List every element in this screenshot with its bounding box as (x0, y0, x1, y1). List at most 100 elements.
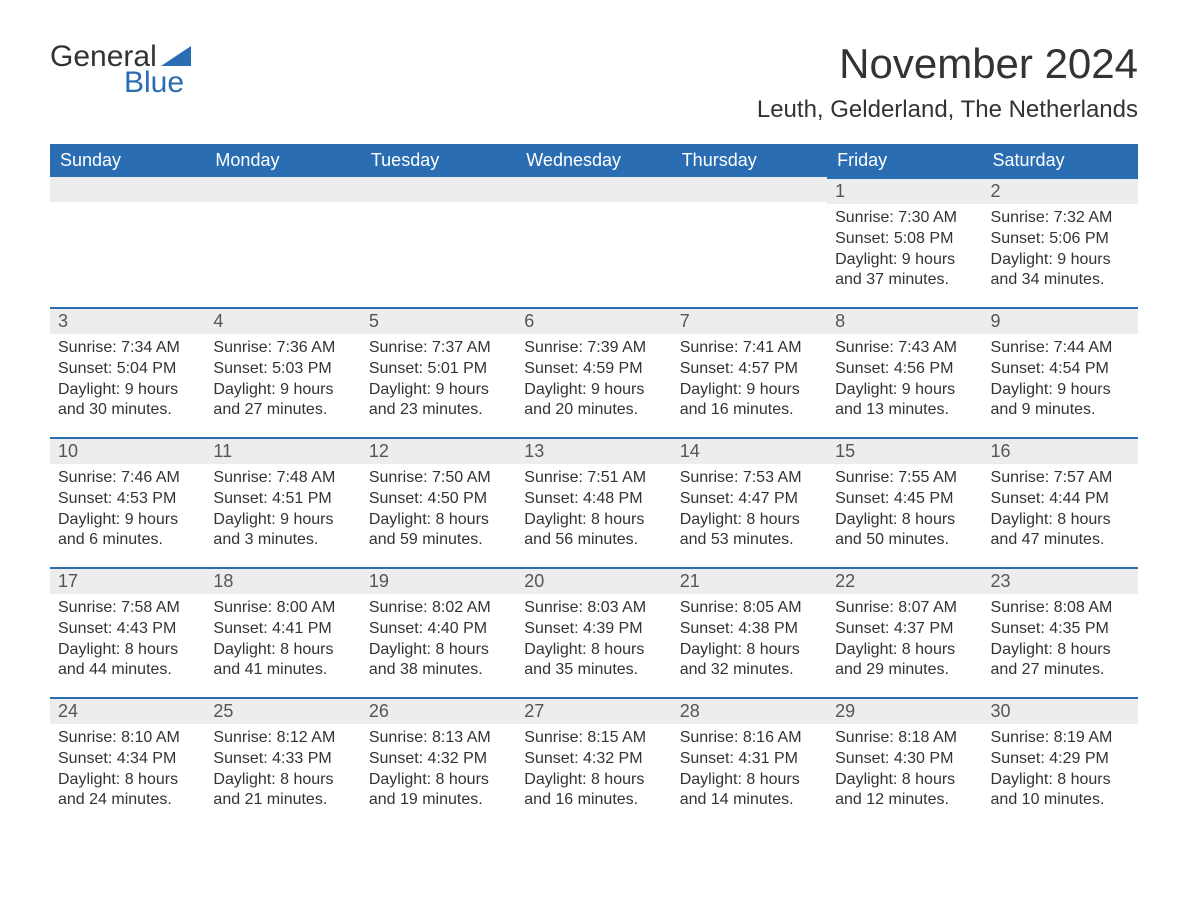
sunrise-label: Sunrise: (680, 729, 743, 746)
sunset-label: Sunset: (213, 750, 272, 767)
daylight-line1: Daylight: 9 hours (213, 380, 352, 401)
daylight-line1: Daylight: 8 hours (524, 640, 663, 661)
sunset-label: Sunset: (213, 490, 272, 507)
day-number: 7 (672, 307, 827, 334)
sunrise-label: Sunrise: (524, 729, 587, 746)
daylight-line2: and 34 minutes. (991, 270, 1130, 291)
calendar-week-row: 24 Sunrise: 8:10 AMSunset: 4:34 PM Dayligh… (50, 697, 1138, 827)
calendar-empty-cell (516, 177, 671, 307)
sunset-value: 4:57 PM (738, 360, 798, 377)
sunrise-label: Sunrise: (991, 209, 1054, 226)
daylight-line2: and 10 minutes. (991, 790, 1130, 811)
daylight-line1: Daylight: 8 hours (213, 770, 352, 791)
day-number: 27 (516, 697, 671, 724)
sunset-line: Sunset: 4:43 PM (58, 619, 197, 640)
daylight-line1: Daylight: 9 hours (213, 510, 352, 531)
sunrise-line: Sunrise: 8:18 AM (835, 728, 974, 749)
sunset-value: 5:01 PM (428, 360, 488, 377)
day-details: Sunrise: 7:51 AMSunset: 4:48 PMDaylight:… (516, 464, 671, 559)
day-details: Sunrise: 7:46 AMSunset: 4:53 PMDaylight:… (50, 464, 205, 559)
sunrise-line: Sunrise: 7:58 AM (58, 598, 197, 619)
day-number: 1 (827, 177, 982, 204)
calendar-table: SundayMondayTuesdayWednesdayThursdayFrid… (50, 144, 1138, 827)
sunset-value: 4:45 PM (894, 490, 954, 507)
sunrise-value: 7:39 AM (587, 339, 646, 356)
sunrise-label: Sunrise: (524, 469, 587, 486)
sunrise-line: Sunrise: 8:10 AM (58, 728, 197, 749)
day-number: 23 (983, 567, 1138, 594)
sunset-label: Sunset: (58, 620, 117, 637)
weekday-header: Friday (827, 144, 982, 177)
day-details: Sunrise: 7:58 AMSunset: 4:43 PMDaylight:… (50, 594, 205, 689)
sunset-line: Sunset: 5:03 PM (213, 359, 352, 380)
daylight-line1: Daylight: 8 hours (524, 510, 663, 531)
sunrise-label: Sunrise: (369, 729, 432, 746)
empty-day-strip (361, 177, 516, 202)
sunset-line: Sunset: 4:44 PM (991, 489, 1130, 510)
sunrise-value: 7:55 AM (898, 469, 957, 486)
sunset-value: 4:51 PM (272, 490, 332, 507)
sunrise-line: Sunrise: 7:43 AM (835, 338, 974, 359)
sunset-value: 4:53 PM (117, 490, 177, 507)
sunset-line: Sunset: 4:41 PM (213, 619, 352, 640)
sunset-line: Sunset: 4:47 PM (680, 489, 819, 510)
day-number: 16 (983, 437, 1138, 464)
daylight-line2: and 24 minutes. (58, 790, 197, 811)
sunset-line: Sunset: 5:06 PM (991, 229, 1130, 250)
sunrise-value: 7:36 AM (277, 339, 336, 356)
sunset-value: 4:44 PM (1049, 490, 1109, 507)
daylight-line2: and 30 minutes. (58, 400, 197, 421)
sunrise-line: Sunrise: 8:03 AM (524, 598, 663, 619)
sunset-label: Sunset: (213, 360, 272, 377)
sunrise-label: Sunrise: (524, 599, 587, 616)
daylight-line1: Daylight: 8 hours (835, 640, 974, 661)
sunrise-label: Sunrise: (213, 469, 276, 486)
calendar-day-cell: 11Sunrise: 7:48 AMSunset: 4:51 PMDayligh… (205, 437, 360, 567)
sunrise-label: Sunrise: (369, 599, 432, 616)
calendar-day-cell: 7Sunrise: 7:41 AMSunset: 4:57 PMDaylight… (672, 307, 827, 437)
sunset-value: 4:37 PM (894, 620, 954, 637)
sunset-label: Sunset: (835, 620, 894, 637)
sunset-line: Sunset: 4:34 PM (58, 749, 197, 770)
calendar-week-row: 3Sunrise: 7:34 AMSunset: 5:04 PMDaylight… (50, 307, 1138, 437)
sunrise-value: 8:08 AM (1054, 599, 1113, 616)
sunset-value: 5:06 PM (1049, 230, 1109, 247)
sunrise-value: 8:15 AM (587, 729, 646, 746)
sunrise-value: 7:50 AM (432, 469, 491, 486)
day-details: Sunrise: 7:48 AMSunset: 4:51 PMDaylight:… (205, 464, 360, 559)
day-details: Sunrise: 7:37 AMSunset: 5:01 PMDaylight:… (361, 334, 516, 429)
sunset-line: Sunset: 4:35 PM (991, 619, 1130, 640)
sunset-label: Sunset: (991, 230, 1050, 247)
sunrise-value: 7:34 AM (121, 339, 180, 356)
day-number: 5 (361, 307, 516, 334)
daylight-line2: and 56 minutes. (524, 530, 663, 551)
day-details: Sunrise: 7:55 AMSunset: 4:45 PMDaylight:… (827, 464, 982, 559)
logo-word2: Blue (124, 66, 184, 100)
daylight-line2: and 21 minutes. (213, 790, 352, 811)
calendar-day-cell: 14Sunrise: 7:53 AMSunset: 4:47 PMDayligh… (672, 437, 827, 567)
daylight-line1: Daylight: 8 hours (524, 770, 663, 791)
day-number: 24 (50, 697, 205, 724)
sunrise-label: Sunrise: (213, 729, 276, 746)
sunrise-line: Sunrise: 7:46 AM (58, 468, 197, 489)
sunset-label: Sunset: (524, 490, 583, 507)
sunrise-value: 8:16 AM (743, 729, 802, 746)
day-number: 22 (827, 567, 982, 594)
daylight-line1: Daylight: 8 hours (213, 640, 352, 661)
sunset-label: Sunset: (680, 620, 739, 637)
sunset-label: Sunset: (369, 360, 428, 377)
calendar-day-cell: 5Sunrise: 7:37 AMSunset: 5:01 PMDaylight… (361, 307, 516, 437)
sunrise-line: Sunrise: 8:15 AM (524, 728, 663, 749)
daylight-line2: and 16 minutes. (680, 400, 819, 421)
day-details: Sunrise: 8:02 AMSunset: 4:40 PMDaylight:… (361, 594, 516, 689)
sunrise-value: 7:51 AM (587, 469, 646, 486)
empty-day-strip (672, 177, 827, 202)
day-details: Sunrise: 7:50 AMSunset: 4:50 PMDaylight:… (361, 464, 516, 559)
daylight-line1: Daylight: 8 hours (369, 510, 508, 531)
day-number: 11 (205, 437, 360, 464)
empty-day-strip (205, 177, 360, 202)
sunrise-value: 8:12 AM (277, 729, 336, 746)
daylight-line1: Daylight: 8 hours (680, 640, 819, 661)
weekday-header-row: SundayMondayTuesdayWednesdayThursdayFrid… (50, 144, 1138, 177)
sunset-label: Sunset: (524, 620, 583, 637)
